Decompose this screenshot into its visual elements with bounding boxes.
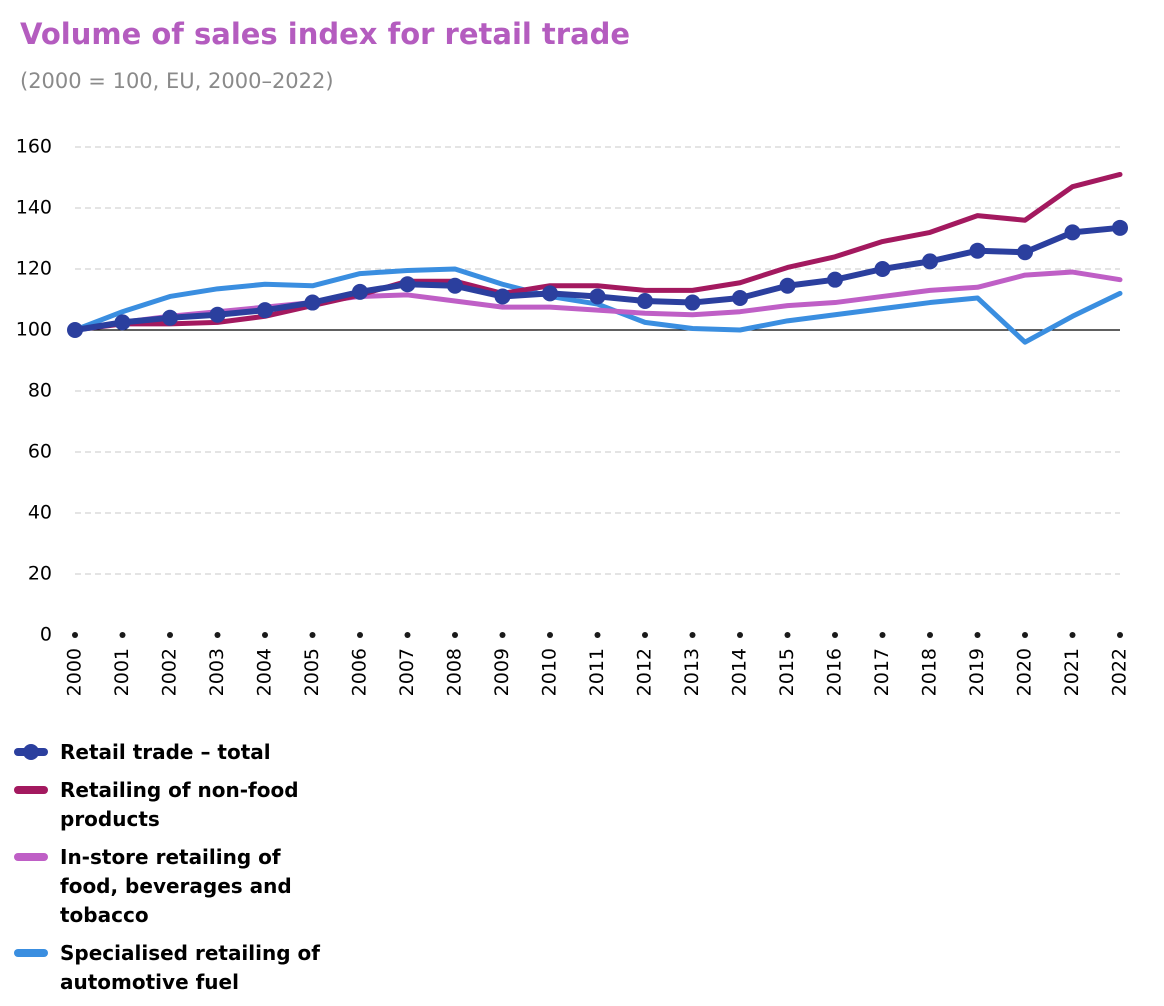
marker (257, 302, 273, 319)
x-tick-dot (357, 632, 363, 638)
x-tick-dot (974, 632, 981, 638)
legend-marker (23, 744, 39, 760)
marker (874, 261, 891, 277)
x-tick-dot (404, 632, 411, 638)
legend-label: In-store retailing of food, beverages an… (60, 845, 292, 927)
marker (494, 288, 511, 305)
x-tick-dot (642, 632, 648, 638)
x-tick-dot (594, 632, 601, 638)
y-tick-label: 140 (16, 197, 52, 219)
x-tick-label: 2013 (681, 648, 703, 696)
marker (1064, 224, 1081, 241)
x-tick-dot (547, 632, 553, 638)
series-line (72, 266, 1123, 345)
legend-item: In-store retailing of food, beverages an… (14, 843, 330, 930)
marker (447, 277, 463, 294)
x-tick-dot (879, 632, 886, 638)
marker (922, 253, 938, 270)
legend-swatch (14, 853, 48, 861)
x-tick-label: 2004 (254, 648, 276, 696)
legend-label: Retail trade – total (60, 740, 271, 764)
x-tick-dot (167, 632, 173, 638)
x-tick-label: 2012 (634, 648, 656, 696)
x-tick-label: 2002 (159, 648, 181, 696)
x-tick-dot (1117, 632, 1123, 638)
marker (732, 289, 748, 306)
y-tick-label: 40 (28, 502, 52, 524)
x-tick-label: 2011 (586, 648, 608, 696)
x-tick-label: 2019 (966, 648, 988, 696)
x-tick-dot (72, 632, 78, 638)
x-tick-dot (689, 632, 696, 638)
legend-item: Retailing of non-food products (14, 776, 330, 834)
series-line (72, 269, 1123, 333)
y-tick-label: 60 (28, 441, 52, 463)
chart-subtitle: (2000 = 100, EU, 2000–2022) (20, 69, 334, 93)
legend-item: Retail trade – total (14, 738, 330, 767)
legend: Retail trade – total Retailing of non-foo… (14, 738, 334, 1006)
legend-label: Retailing of non-food products (60, 778, 299, 831)
x-tick-label: 2008 (444, 648, 466, 696)
marker (1017, 244, 1033, 261)
x-tick-label: 2018 (919, 648, 941, 696)
x-tick-dot (927, 632, 933, 638)
x-tick-label: 2014 (729, 648, 751, 696)
marker (684, 294, 701, 311)
x-tick-dot (309, 632, 316, 638)
x-tick-dot (832, 632, 838, 638)
x-tick-label: 2005 (301, 648, 323, 696)
series-line (72, 171, 1123, 333)
marker (114, 314, 131, 331)
x-tick-label: 2001 (111, 648, 133, 696)
marker (827, 271, 843, 288)
x-tick-label: 2000 (64, 648, 86, 696)
marker (352, 283, 368, 300)
legend-swatch (14, 786, 48, 794)
x-tick-label: 2009 (491, 648, 513, 696)
y-tick-label: 0 (40, 624, 52, 646)
x-tick-label: 2006 (349, 648, 371, 696)
y-tick-label: 160 (16, 136, 52, 158)
marker (542, 285, 558, 302)
x-tick-dot (262, 632, 268, 638)
x-tick-label: 2015 (776, 648, 798, 696)
legend-item: Specialised retailing of automotive fuel (14, 939, 330, 997)
y-tick-label: 120 (16, 258, 52, 280)
x-tick-dot (737, 632, 743, 638)
x-tick-dot (1022, 632, 1028, 638)
x-tick-label: 2010 (539, 648, 561, 696)
marker (637, 293, 653, 310)
x-tick-dot (452, 632, 458, 638)
y-tick-label: 20 (28, 563, 52, 585)
marker (304, 294, 321, 311)
marker (162, 309, 178, 326)
legend-swatch (14, 949, 48, 957)
marker (67, 322, 83, 338)
legend-label: Specialised retailing of automotive fuel (60, 941, 320, 994)
x-tick-dot (119, 632, 126, 638)
marker (399, 276, 416, 293)
x-tick-label: 2003 (206, 648, 228, 696)
x-tick-label: 2020 (1014, 648, 1036, 696)
marker (779, 277, 796, 294)
marker (1112, 219, 1128, 236)
chart-title: Volume of sales index for retail trade (20, 17, 630, 51)
marker (209, 306, 226, 323)
x-tick-dot (499, 632, 506, 638)
x-tick-dot (784, 632, 791, 638)
marker (589, 288, 606, 305)
x-tick-dot (1069, 632, 1076, 638)
x-tick-label: 2021 (1061, 648, 1083, 696)
y-tick-label: 80 (28, 380, 52, 402)
x-tick-label: 2017 (871, 648, 893, 696)
series-line (72, 224, 1123, 333)
x-tick-dot (214, 632, 221, 638)
x-tick-label: 2016 (824, 648, 846, 696)
x-tick-label: 2022 (1109, 648, 1131, 696)
marker (969, 242, 986, 259)
x-tick-label: 2007 (396, 648, 418, 696)
y-tick-label: 100 (16, 319, 52, 341)
